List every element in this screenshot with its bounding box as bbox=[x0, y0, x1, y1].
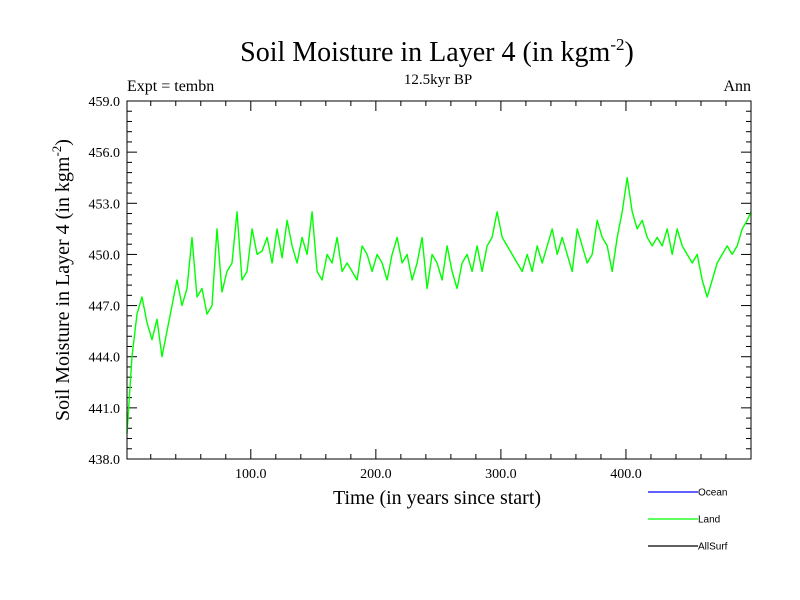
experiment-label: Expt = tembn bbox=[127, 78, 214, 95]
legend-label-land: Land bbox=[698, 515, 720, 526]
y-tick-label: 456.0 bbox=[89, 146, 121, 161]
chart-subtitle: 12.5kyr BP bbox=[404, 72, 472, 88]
y-tick-label: 450.0 bbox=[89, 248, 121, 263]
legend: Ocean Land AllSurf bbox=[648, 488, 728, 553]
series-group bbox=[126, 176, 752, 434]
y-tick-label: 441.0 bbox=[89, 402, 121, 417]
x-tick-label: 200.0 bbox=[360, 467, 392, 482]
x-axis-label: Time (in years since start) bbox=[333, 487, 541, 509]
y-tick-label: 444.0 bbox=[89, 351, 121, 366]
season-label: Ann bbox=[723, 78, 751, 95]
y-axis-label: Soil Moisture in Layer 4 (in kgm-2) bbox=[49, 139, 74, 421]
x-tick-label: 400.0 bbox=[610, 467, 642, 482]
x-tick-label: 300.0 bbox=[485, 467, 517, 482]
plot-frame bbox=[126, 100, 752, 460]
y-tick-label: 438.0 bbox=[89, 453, 121, 468]
x-tick-labels: 100.0 200.0 300.0 400.0 bbox=[235, 467, 642, 482]
legend-label-ocean: Ocean bbox=[698, 488, 727, 499]
legend-label-allsurf: AllSurf bbox=[698, 542, 728, 553]
chart-title: Soil Moisture in Layer 4 (in kgm-2) bbox=[240, 35, 634, 68]
y-tick-label: 459.0 bbox=[89, 95, 121, 110]
y-tick-label: 453.0 bbox=[89, 197, 121, 212]
y-tick-labels: 438.0 441.0 444.0 447.0 450.0 453.0 456.0 459.0 bbox=[89, 95, 121, 468]
series-line-land bbox=[126, 176, 752, 434]
y-tick-label: 447.0 bbox=[89, 300, 121, 315]
x-tick-label: 100.0 bbox=[235, 467, 267, 482]
